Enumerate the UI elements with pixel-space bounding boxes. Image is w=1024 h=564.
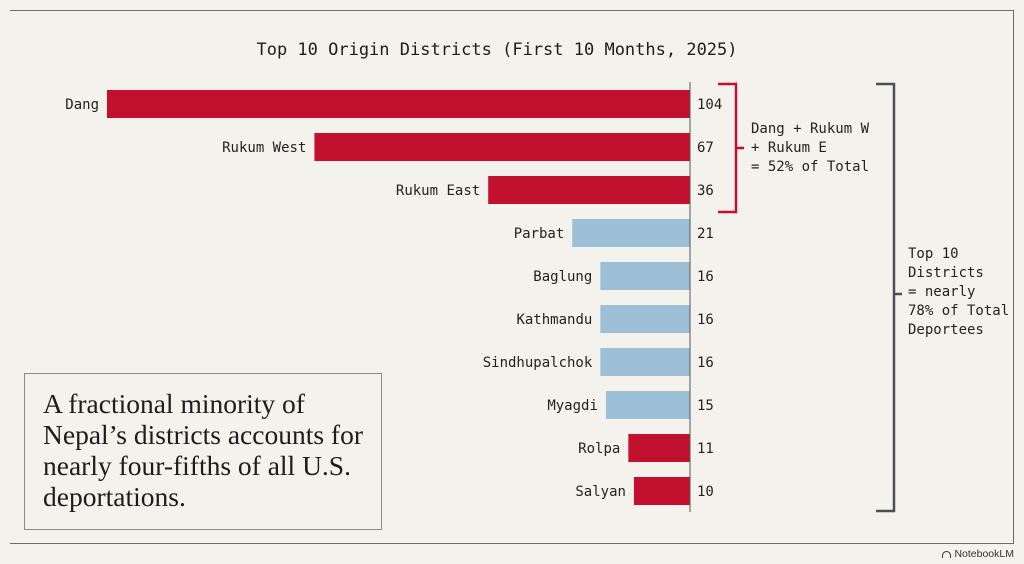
value-label-parbat: 21 — [697, 226, 714, 242]
category-label-baglung: Baglung — [533, 269, 592, 285]
category-label-rukum-west: Rukum West — [222, 140, 306, 156]
bar-dang — [107, 90, 690, 118]
bracket-top-three-note: Dang + Rukum W + Rukum E = 52% of Total — [751, 121, 870, 175]
category-label-rolpa: Rolpa — [578, 441, 620, 457]
callout-box: A fractional minority of Nepal’s distric… — [24, 373, 382, 530]
bracket-top-ten-note: Top 10 Districts = nearly 78% of Total D… — [908, 246, 1010, 338]
value-label-rukum-east: 36 — [697, 183, 714, 199]
frame-bottom-line — [10, 543, 1014, 544]
value-label-sindhupalchok: 16 — [697, 355, 714, 371]
category-label-myagdi: Myagdi — [547, 398, 598, 414]
bracket-top-ten — [876, 82, 896, 513]
bar-baglung — [600, 262, 690, 290]
bar-rukum-east — [488, 176, 690, 204]
category-label-dang: Dang — [65, 97, 99, 113]
brand-mark: NotebookLM — [942, 548, 1014, 560]
bar-parbat — [572, 219, 690, 247]
brand-label: NotebookLM — [954, 548, 1014, 560]
bar-myagdi — [605, 391, 690, 419]
value-label-kathmandu: 16 — [697, 312, 714, 328]
value-label-salyan: 10 — [697, 484, 714, 500]
value-label-rukum-west: 67 — [697, 140, 714, 156]
callout-text: A fractional minority of Nepal’s distric… — [43, 388, 363, 512]
category-label-salyan: Salyan — [575, 484, 626, 500]
category-label-sindhupalchok: Sindhupalchok — [483, 355, 593, 371]
category-label-parbat: Parbat — [514, 226, 565, 242]
notebooklm-logo-icon — [942, 550, 952, 558]
value-label-baglung: 16 — [697, 269, 714, 285]
bar-kathmandu — [600, 305, 690, 333]
chart-title: Top 10 Origin Districts (First 10 Months… — [256, 40, 737, 60]
frame-right-line — [1013, 10, 1014, 544]
bar-rolpa — [628, 434, 690, 462]
value-label-dang: 104 — [697, 97, 722, 113]
bar-rukum-west — [314, 133, 690, 161]
value-label-rolpa: 11 — [697, 441, 714, 457]
frame-top-line — [10, 10, 1014, 11]
category-label-kathmandu: Kathmandu — [516, 312, 592, 328]
value-label-myagdi: 15 — [697, 398, 714, 414]
bar-salyan — [633, 477, 690, 505]
bar-sindhupalchok — [600, 348, 690, 376]
category-label-rukum-east: Rukum East — [396, 183, 480, 199]
bars-layer: Dang 104 Rukum West 67 Rukum East 36 Parbat 21 B… — [65, 90, 722, 505]
